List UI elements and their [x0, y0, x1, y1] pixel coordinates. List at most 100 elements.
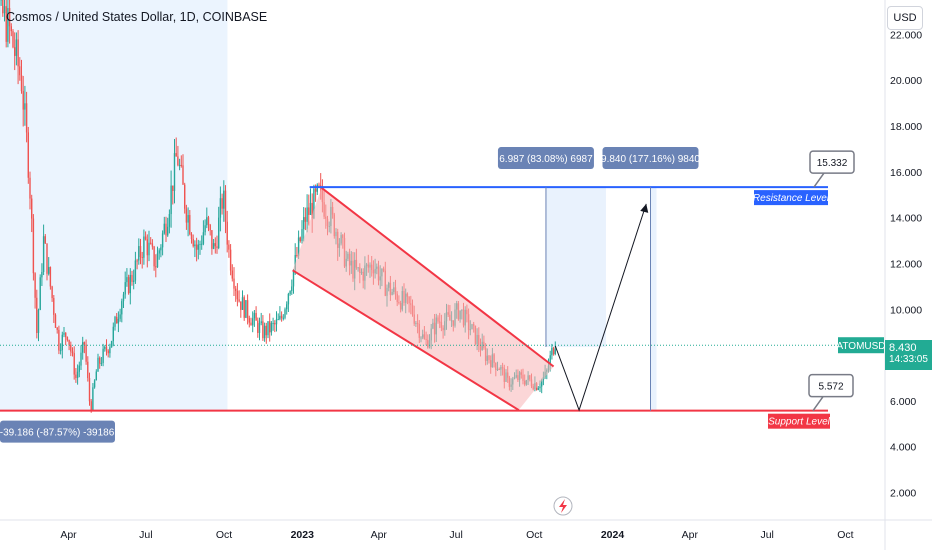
symbol-tag-text: ATOMUSD: [836, 341, 885, 352]
candle-body: [102, 348, 104, 363]
candle-body: [260, 321, 262, 324]
candle-body: [280, 315, 283, 318]
last-price-tag[interactable]: 8.430 14:33:05: [885, 340, 932, 370]
candle-body: [286, 304, 288, 310]
candle-body: [25, 103, 28, 133]
resistance-callout-pointer: [813, 172, 825, 188]
candle-body: [10, 26, 12, 32]
candle-body: [12, 31, 14, 48]
y-tick-label: 12.000: [890, 258, 922, 270]
candle-body: [187, 215, 189, 223]
candle-body: [211, 230, 213, 249]
candle-body: [46, 243, 48, 274]
candle-body: [2, 0, 4, 14]
candle-body: [228, 244, 230, 250]
candle-body: [158, 250, 160, 254]
candle-body: [97, 357, 99, 372]
currency-button[interactable]: USD: [887, 6, 923, 30]
candle-body: [143, 236, 145, 258]
candle-body: [216, 246, 218, 249]
candle-body: [70, 344, 72, 352]
candle-body: [252, 318, 254, 326]
measure-label-text: 9.840 (177.16%) 9840: [601, 154, 700, 165]
candle-body: [58, 329, 60, 351]
candle-body: [95, 371, 97, 381]
x-tick-label: Apr: [60, 529, 77, 541]
candle-body: [172, 185, 174, 191]
candle-body: [160, 247, 162, 251]
candle-body: [75, 374, 77, 378]
candle-body: [19, 66, 21, 76]
candle-body: [100, 362, 103, 364]
candle-body: [141, 257, 143, 259]
candle-body: [303, 217, 305, 230]
symbol-tag: ATOMUSD: [836, 337, 886, 354]
candle-body: [223, 190, 225, 209]
candle-body: [173, 153, 176, 191]
countdown-timer: 14:33:05: [889, 354, 928, 365]
candle-body: [93, 380, 96, 388]
lightning-icon: [553, 496, 573, 516]
candle-body: [311, 202, 313, 219]
candle-body: [136, 260, 138, 262]
candle-body: [167, 226, 169, 236]
support-callout-box: [808, 373, 854, 398]
candle-body: [114, 316, 116, 327]
support-tag-text: Support Level: [768, 417, 830, 428]
candle-body: [14, 47, 16, 56]
candle-body: [207, 217, 210, 225]
candle-body: [41, 271, 43, 278]
candle-body: [246, 300, 249, 319]
y-tick-label: 18.000: [890, 121, 922, 133]
lightning-icon-bolt: [559, 499, 567, 513]
candle-body: [150, 242, 152, 244]
candle-body: [262, 321, 264, 339]
y-tick-label: 16.000: [890, 167, 922, 179]
candle-body: [78, 365, 80, 372]
candle-body: [178, 164, 181, 166]
candle-body: [245, 300, 247, 318]
candle-body: [292, 269, 295, 287]
candle-body: [80, 352, 82, 366]
candle-body: [42, 236, 45, 272]
candle-body: [289, 291, 291, 294]
candle-body: [27, 132, 29, 178]
candle-body: [284, 309, 286, 318]
candle-body: [66, 337, 69, 340]
candle-body: [270, 323, 273, 333]
candle-body: [51, 286, 53, 299]
channel-upper-line: [320, 187, 555, 368]
candle-body: [272, 323, 274, 325]
candle-body: [537, 388, 539, 390]
candle-body: [539, 386, 541, 389]
candle-body: [119, 314, 121, 319]
candle-body: [184, 184, 186, 209]
candle-body: [29, 177, 31, 199]
x-tick-label: Jul: [449, 529, 462, 541]
drawings-layer: -39.186 (-87.57%) -39186 6.987 (83.08%) 6…: [0, 147, 885, 443]
candle-body: [168, 214, 171, 227]
candle-body: [233, 278, 235, 289]
candle-body: [265, 325, 267, 336]
candle-body: [88, 378, 91, 402]
candle-body: [76, 371, 79, 378]
candle-body: [201, 243, 203, 245]
candle-body: [209, 224, 211, 231]
candle-body: [151, 243, 154, 247]
candle-body: [104, 346, 106, 349]
candle-body: [277, 319, 279, 321]
candle-body: [36, 297, 38, 333]
x-tick-label: Oct: [216, 529, 232, 541]
candle-body: [32, 218, 35, 274]
measure-label-box: [0, 420, 115, 443]
candle-body: [68, 339, 70, 345]
measure-zone-left: [0, 0, 228, 411]
candle-body: [204, 225, 206, 233]
candle-body: [82, 342, 84, 353]
candle-body: [129, 274, 131, 294]
measure-zone-mid: [545, 187, 606, 348]
candle-body: [177, 156, 179, 166]
y-tick-label: 4.000: [890, 442, 916, 454]
